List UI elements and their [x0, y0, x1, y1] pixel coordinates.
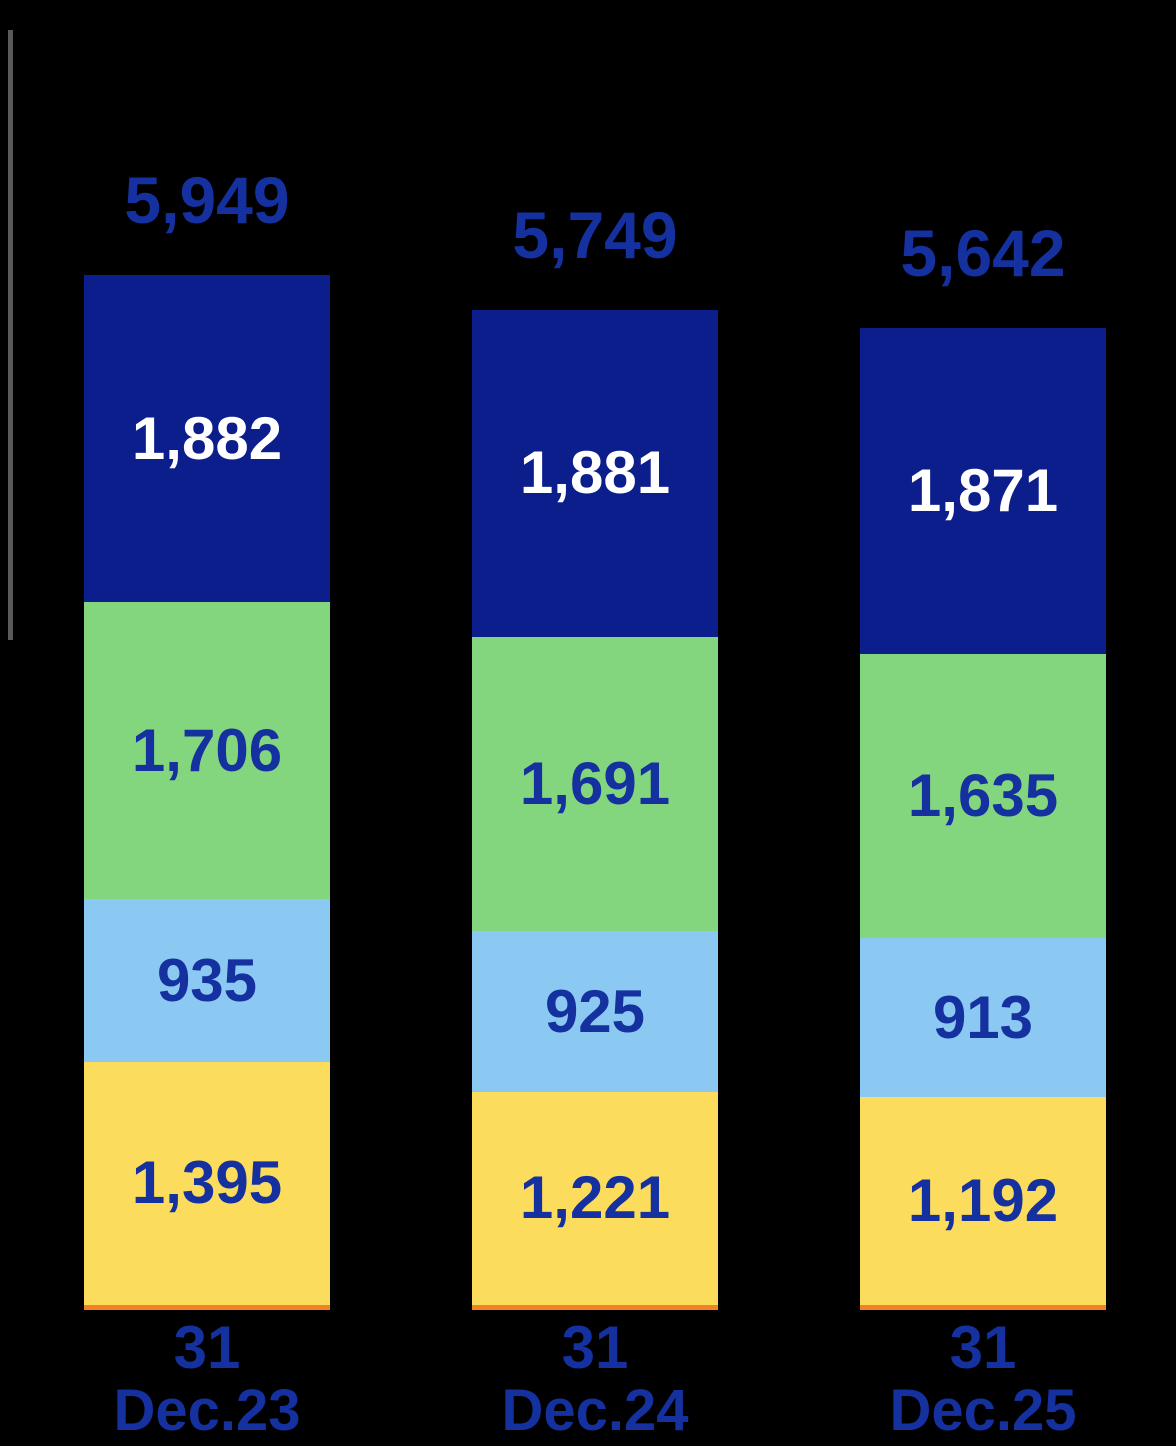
bar-column: 5,642 1,871 1,635 913 1,192 31 Dec.25 — [860, 0, 1106, 1446]
yellow-segment: 1,395 — [84, 1061, 330, 1305]
orange-segment-label: 31 — [949, 1314, 1017, 1381]
category-label: Dec.23 — [113, 1378, 301, 1443]
total-label: 5,749 — [512, 197, 678, 272]
yellow-segment: 1,221 — [472, 1092, 718, 1305]
navy-segment: 1,871 — [860, 328, 1106, 654]
bar-column: 5,749 1,881 1,691 925 1,221 31 Dec.24 — [472, 0, 718, 1446]
orange-segment — [472, 1304, 718, 1310]
green-segment: 1,635 — [860, 653, 1106, 939]
stacked-bar: 1,881 1,691 925 1,221 — [472, 309, 718, 1310]
total-label: 5,949 — [124, 162, 290, 237]
y-axis-line — [8, 30, 13, 640]
total-label: 5,642 — [900, 216, 1066, 291]
light-blue-segment: 935 — [84, 899, 330, 1062]
navy-segment: 1,881 — [472, 309, 718, 637]
yellow-segment: 1,192 — [860, 1097, 1106, 1305]
green-segment: 1,691 — [472, 636, 718, 932]
stacked-bar: 1,882 1,706 935 1,395 — [84, 274, 330, 1310]
category-label: Dec.25 — [889, 1378, 1077, 1443]
stacked-bar: 1,871 1,635 913 1,192 — [860, 328, 1106, 1310]
navy-segment: 1,882 — [84, 274, 330, 603]
light-blue-segment: 913 — [860, 938, 1106, 1098]
light-blue-segment: 925 — [472, 931, 718, 1093]
green-segment: 1,706 — [84, 602, 330, 900]
category-label: Dec.24 — [501, 1378, 689, 1443]
orange-segment-label: 31 — [561, 1314, 629, 1381]
orange-segment — [860, 1304, 1106, 1310]
bar-column: 5,949 1,882 1,706 935 1,395 31 Dec.23 — [84, 0, 330, 1446]
orange-segment — [84, 1304, 330, 1310]
orange-segment-label: 31 — [173, 1314, 241, 1381]
